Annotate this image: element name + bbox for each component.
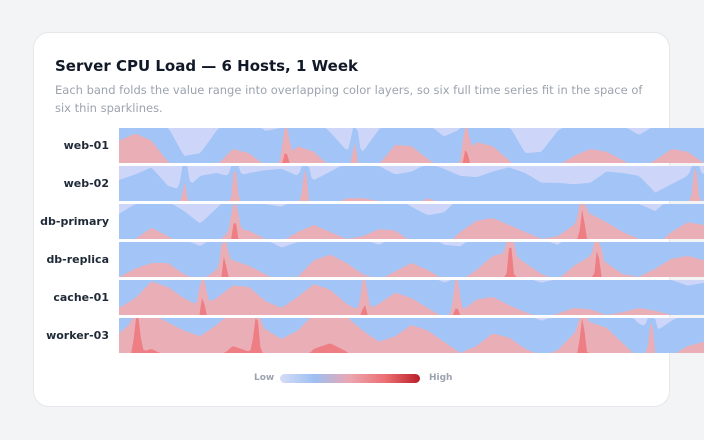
series-band-layer <box>119 318 704 353</box>
row-label: cache-01 <box>53 290 109 304</box>
row-label: web-02 <box>63 176 109 190</box>
series-band-layer <box>119 168 704 201</box>
series-band-layer <box>119 280 704 315</box>
legend-low-label: Low <box>254 373 275 383</box>
series-band-layer <box>119 242 704 277</box>
series-band-layer <box>119 204 704 239</box>
chart-title: Server CPU Load — 6 Hosts, 1 Week <box>55 57 358 75</box>
row-label: db-primary <box>40 214 109 228</box>
series-band-layer <box>119 209 704 239</box>
row-label: worker-03 <box>46 328 109 342</box>
series-band-layer <box>119 128 704 163</box>
series-band-layer <box>119 128 704 163</box>
chart-subtitle: Each band folds the value range into ove… <box>55 83 643 115</box>
series-band-layer <box>119 204 704 239</box>
legend-high-label: High <box>429 373 453 383</box>
row-label: web-01 <box>63 138 109 152</box>
legend-color-scale <box>280 374 420 383</box>
series-band-layer <box>119 166 704 201</box>
row-label: db-replica <box>46 252 109 266</box>
series-band-layer <box>119 242 704 277</box>
